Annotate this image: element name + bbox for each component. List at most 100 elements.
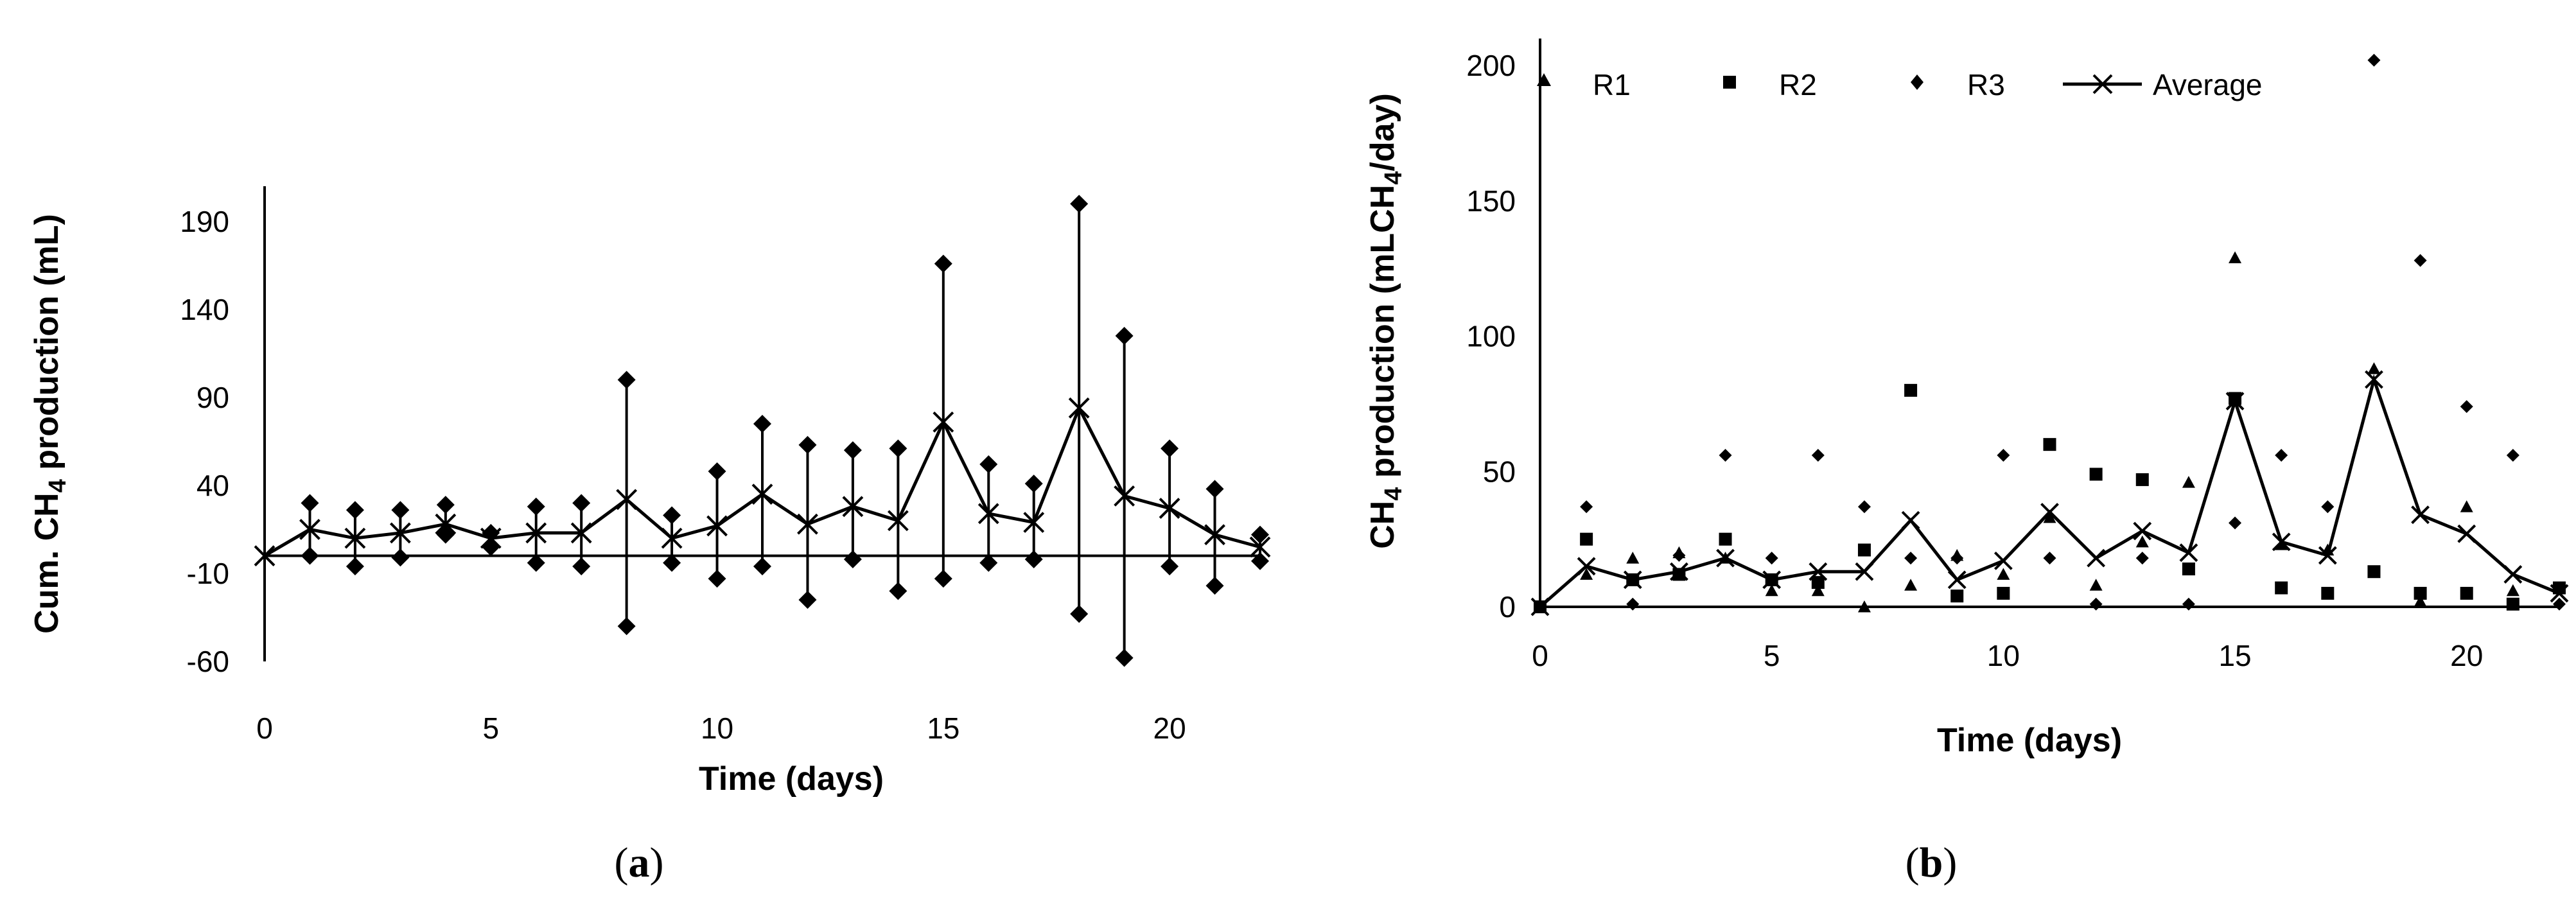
chart-a-average-point [389, 522, 411, 544]
chart-a-average-point [977, 503, 999, 525]
chart-b-point-r1 [1997, 568, 2010, 580]
chart-a-error-cap-low [1251, 552, 1269, 570]
chart-b-average-point [2411, 505, 2430, 525]
chart-a-average-point [435, 513, 457, 535]
chart-b-point-r3 [1672, 548, 1686, 562]
chart-a-error-cap-high [708, 462, 726, 480]
chart-a-average-point [480, 527, 502, 549]
chart-a-error-cap-high [1115, 326, 1134, 345]
chart-a-average-point [797, 513, 818, 535]
chart-b-point-r3 [2275, 449, 2288, 462]
chart-b-average-point [2503, 565, 2523, 584]
chart-a-ylabel-post: production (mL) [28, 214, 66, 479]
chart-b-point-r3 [2321, 500, 2335, 514]
chart-a-average-point [1114, 485, 1135, 507]
chart-a-average-point [842, 496, 864, 518]
chart-a-y-axis-label: Cum. CH4 production (mL) [28, 214, 71, 634]
legend-r2-label: R2 [1779, 68, 1817, 101]
chart-a-error-cap-low [572, 557, 591, 575]
chart-b-point-r3 [1904, 552, 1918, 565]
chart-a-y-tick-label: -60 [187, 645, 229, 678]
chart-b-scatter-points [1534, 53, 2566, 613]
chart-a-y-tick-label: -10 [187, 557, 229, 590]
chart-a-x-tick-label: 10 [701, 712, 733, 745]
chart-a-error-cap-high [753, 415, 771, 433]
chart-b-point-r2 [2367, 565, 2381, 579]
chart-b-point-r2 [1997, 586, 2010, 600]
chart-a-average-point [1159, 498, 1180, 519]
chart-b-x-tick-label: 5 [1764, 639, 1780, 672]
chart-b-point-r3 [1950, 552, 1964, 565]
chart-a-error-cap-low [753, 557, 771, 575]
chart-b-x-axis-label: Time (days) [1937, 722, 2122, 759]
chart-a-error-cap-high [346, 501, 364, 519]
chart-a-error-cap-low [843, 550, 862, 569]
chart-a-error-cap-high [391, 501, 410, 519]
chart-b-ylabel-mid: production (mLCH [1364, 185, 1401, 487]
chart-b-average-line [1539, 374, 2560, 608]
chart-b-point-r2 [1811, 576, 1825, 589]
chart-b-point-r3 [2506, 449, 2519, 462]
chart-b-average-point [1530, 597, 1550, 616]
chart-b-average-point [1947, 570, 1967, 589]
chart-b-point-r3 [1626, 597, 1640, 611]
chart-a-average-point [887, 510, 909, 532]
legend-r2-marker [1723, 76, 1736, 89]
chart-b-point-r3 [2135, 552, 2149, 565]
chart-b-average-point [1855, 562, 1874, 581]
chart-a-error-cap-low [934, 570, 952, 588]
chart-a-error-bars [301, 195, 1269, 667]
chart-b-point-r3 [1719, 449, 1732, 462]
chart-b-average-point [2087, 548, 2106, 568]
chart-a-average-point [570, 522, 592, 544]
chart-a-ylabel-sub: 4 [44, 479, 71, 493]
chart-b-point-r2 [2275, 581, 2288, 595]
chart-b-y-tick-label: 100 [1466, 320, 1516, 353]
chart-a-error-cap-high [663, 506, 681, 525]
chart-a-error-cap-low [391, 548, 410, 567]
chart-a-error-cap-high [889, 439, 907, 458]
legend-average-label: Average [2153, 68, 2263, 101]
chart-a-error-cap-high [798, 435, 817, 454]
chart-a-error-cap-high [527, 497, 545, 516]
chart-a-error-cap-high [934, 254, 952, 273]
chart-a-average-point [299, 519, 320, 540]
chart-b-point-r1 [1857, 600, 1871, 613]
chart-b-y-tick-label: 200 [1466, 49, 1516, 82]
chart-b-average-point [2133, 521, 2152, 541]
legend-r1-label: R1 [1593, 68, 1631, 101]
chart-a-error-cap-high [1024, 475, 1043, 493]
chart-a-y-tick-label: 190 [180, 205, 229, 238]
chart-a-error-cap-high [843, 441, 862, 460]
chart-b-y-tick-label: 50 [1483, 455, 1516, 488]
chart-a-average-point [1204, 524, 1225, 546]
chart-b-point-r2 [2414, 586, 2427, 600]
chart-b-point-r3 [2229, 516, 2242, 530]
chart-b-point-r2 [2321, 586, 2335, 600]
chart-b-average-point [1716, 548, 1735, 568]
chart-a-error-cap-high [301, 494, 319, 512]
legend-r1-marker [1537, 73, 1551, 86]
chart-b-y-tick-label: 0 [1499, 590, 1516, 624]
chart-b-y-tick-label: 150 [1466, 184, 1516, 218]
chart-a-x-axis-label: Time (days) [699, 760, 884, 798]
chart-a-y-tick-label: 40 [197, 469, 229, 502]
chart-a-y-tick-labels: -60 -10 40 90 140 190 [180, 205, 229, 678]
chart-a-average-point [706, 515, 728, 537]
chart-a-x-tick-labels: 0 5 10 15 20 [256, 712, 1186, 745]
chart-a-x-tick-label: 5 [482, 712, 499, 745]
chart-b-x-tick-label: 10 [1987, 639, 2020, 672]
chart-b-point-r2 [2089, 467, 2103, 481]
chart-b-legend: R1 R2 R3 Average [1537, 68, 2263, 101]
chart-b-average-point [2179, 543, 2198, 563]
chart-a-series-average [254, 397, 1271, 566]
chart-panel-a: -60 -10 40 90 140 190 0 5 10 15 20 Time (days) Cu… [28, 186, 1271, 886]
legend-r3-marker [1911, 74, 1923, 90]
chart-a-error-cap-high [979, 455, 998, 474]
chart-a-error-cap-high [1251, 525, 1269, 544]
chart-b-x-tick-label: 0 [1532, 639, 1548, 672]
chart-b-x-tick-labels: 0 5 10 15 20 [1532, 639, 2483, 672]
chart-b-point-r2 [1950, 589, 1964, 603]
chart-b-point-r3 [2460, 400, 2473, 414]
chart-b-point-r3 [1765, 552, 1778, 565]
